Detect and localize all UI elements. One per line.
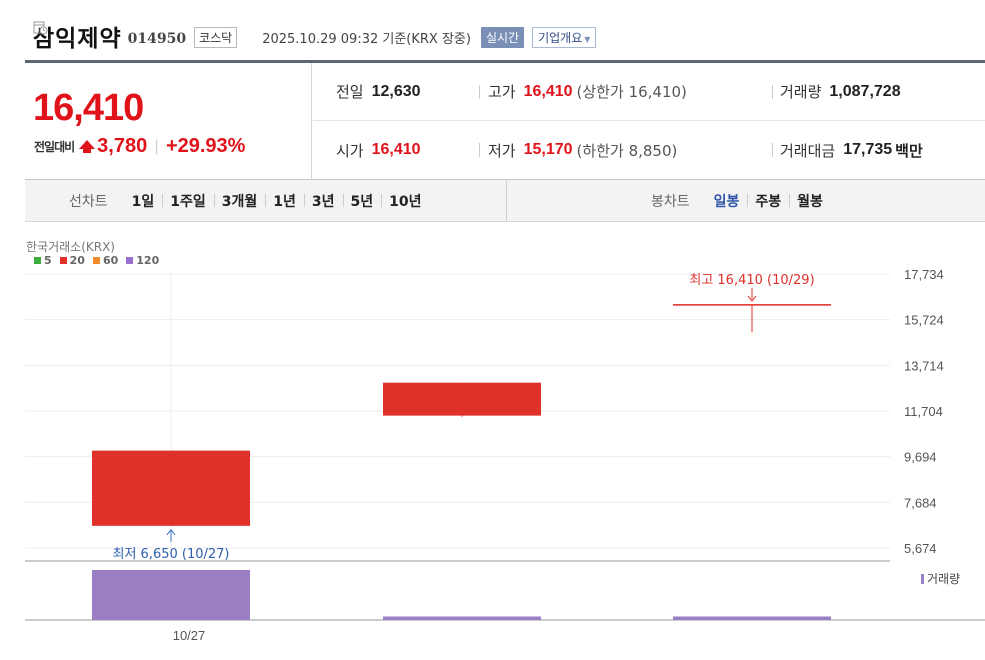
divider [479,143,480,157]
volume-bar [673,616,831,620]
ma-legend: 5 20 60 120 [34,254,159,267]
low-arrow-head [166,529,176,536]
y-tick-label: 17,734 [904,267,944,282]
info-grid: 전일 12,630 고가 16,410 (상한가 16,410) 거래량 1,0… [313,63,985,180]
volume-value: 1,087,728 [829,82,901,100]
calendar-clock-icon [33,21,259,46]
price-summary: 16,410 전일대비 3,780 | +29.93% 전일 12,630 고가… [25,60,985,180]
y-tick-label: 13,714 [904,358,944,373]
y-tick-label: 5,674 [904,541,937,556]
prev-close-value: 12,630 [371,82,421,100]
prev-close-cell: 전일 12,630 [336,81,421,102]
ma-legend-item: 120 [126,254,159,267]
high-cell: 고가 16,410 (상한가 16,410) [488,81,687,102]
open-value: 16,410 [371,141,421,158]
ma-legend-label: 20 [69,254,85,267]
period-1y[interactable]: 1년 [265,191,304,211]
change-value: 3,780 [97,135,148,157]
exchange-label: 한국거래소(KRX) [26,240,115,254]
volume-swatch [921,573,924,584]
volume-legend: 거래량 [921,570,960,587]
amount-cell: 거래대금 17,735 백만 [780,140,923,161]
change-label: 전일대비 [34,140,75,154]
y-tick-label: 9,694 [904,450,937,465]
amount-value: 17,735 [843,141,893,158]
candle-chart-periods: 봉차트 일봉 주봉 월봉 [651,180,831,222]
volume-cell: 거래량 1,087,728 [780,81,901,102]
low-annotation: 최저 6,650 (10/27) [112,547,229,562]
high-value: 16,410 [523,82,573,100]
period-5y[interactable]: 5년 [342,191,382,211]
info-row: 시가 16,410 저가 15,170 (하한가 8,850) 거래대금 17,… [313,121,985,179]
timestamp: 2025.10.29 09:32 기준(KRX 장중) [262,32,471,47]
ma-legend-swatch [59,257,67,264]
y-tick-label: 15,724 [904,313,944,328]
ma-legend-label: 60 [102,254,119,267]
chevron-down-icon: ▼ [584,35,591,44]
candle-chart-title: 봉차트 [651,194,690,210]
ma-legend-label: 120 [136,254,160,267]
amount-unit: 백만 [895,141,923,160]
market-badge: 코스닥 [194,27,238,48]
chart-svg: 17,734 15,724 13,714 11,704 9,694 7,684 5,674 최… [25,267,985,643]
up-arrow-icon [79,140,96,153]
divider [506,180,507,222]
volume-bar [92,570,250,620]
period-3m[interactable]: 3개월 [213,191,266,211]
ma-legend-item: 20 [59,254,85,267]
x-tick-label: 10/27 [173,628,206,643]
period-10y[interactable]: 10년 [381,191,429,211]
ma-legend-swatch [92,257,100,264]
period-1w[interactable]: 1주일 [162,191,214,211]
candle-body [383,382,541,416]
realtime-button[interactable]: 실시간 [480,27,525,48]
candle-body [92,450,250,526]
info-row: 전일 12,630 고가 16,410 (상한가 16,410) 거래량 1,0… [313,63,985,121]
period-1d[interactable]: 1일 [131,194,155,210]
divider [772,84,773,99]
y-tick-label: 7,684 [904,495,937,510]
company-overview-label: 기업개요 [538,31,583,45]
volume-legend-label: 거래량 [927,572,961,586]
y-tick-label: 11,704 [904,404,943,419]
stock-header: 삼익제약 014950 코스닥 2025.10.29 09:32 기준(KRX … [33,20,597,52]
period-weekly[interactable]: 주봉 [747,191,789,211]
divider: | [154,138,159,155]
low-value: 15,170 [523,141,573,158]
ma-legend-swatch [126,257,134,264]
upper-limit: (상한가 16,410) [576,83,687,101]
high-annotation: 최고 16,410 (10/29) [689,273,814,288]
ma-legend-label: 5 [44,254,52,267]
price-chart: 17,734 15,724 13,714 11,704 9,694 7,684 5,674 최… [0,232,985,660]
stock-code: 014950 [127,30,187,47]
change-row: 전일대비 3,780 | +29.93% [34,135,245,158]
current-price: 16,410 [33,87,144,129]
line-chart-periods: 선차트 1일 1주일 3개월 1년 3년 5년 10년 [69,180,430,222]
open-cell: 시가 16,410 [336,140,421,161]
line-chart-title: 선차트 [69,194,108,210]
high-label: 고가 [488,83,516,101]
low-cell: 저가 15,170 (하한가 8,850) [488,140,677,161]
current-price-box: 16,410 전일대비 3,780 | +29.93% [25,63,312,180]
low-label: 저가 [488,141,516,160]
change-percent: +29.93% [165,135,246,157]
ma-legend-item: 5 [34,254,52,267]
ma-legend-item: 60 [92,254,119,267]
amount-label: 거래대금 [780,141,836,160]
period-selector: 선차트 1일 1주일 3개월 1년 3년 5년 10년 봉차트 일봉 주봉 월봉 [25,180,985,222]
high-arrow-head [747,295,757,302]
ma-legend-swatch [34,257,41,264]
prev-close-label: 전일 [336,83,364,101]
divider [772,143,773,157]
volume-bar [383,616,541,620]
company-overview-button[interactable]: 기업개요 ▼ [532,27,597,48]
open-label: 시가 [336,141,364,160]
lower-limit: (하한가 8,850) [576,141,678,160]
period-monthly[interactable]: 월봉 [789,191,831,211]
stock-name: 삼익제약 [33,26,122,52]
period-3y[interactable]: 3년 [303,191,343,211]
volume-label: 거래량 [780,83,822,101]
period-daily[interactable]: 일봉 [713,194,740,210]
divider [479,84,480,99]
